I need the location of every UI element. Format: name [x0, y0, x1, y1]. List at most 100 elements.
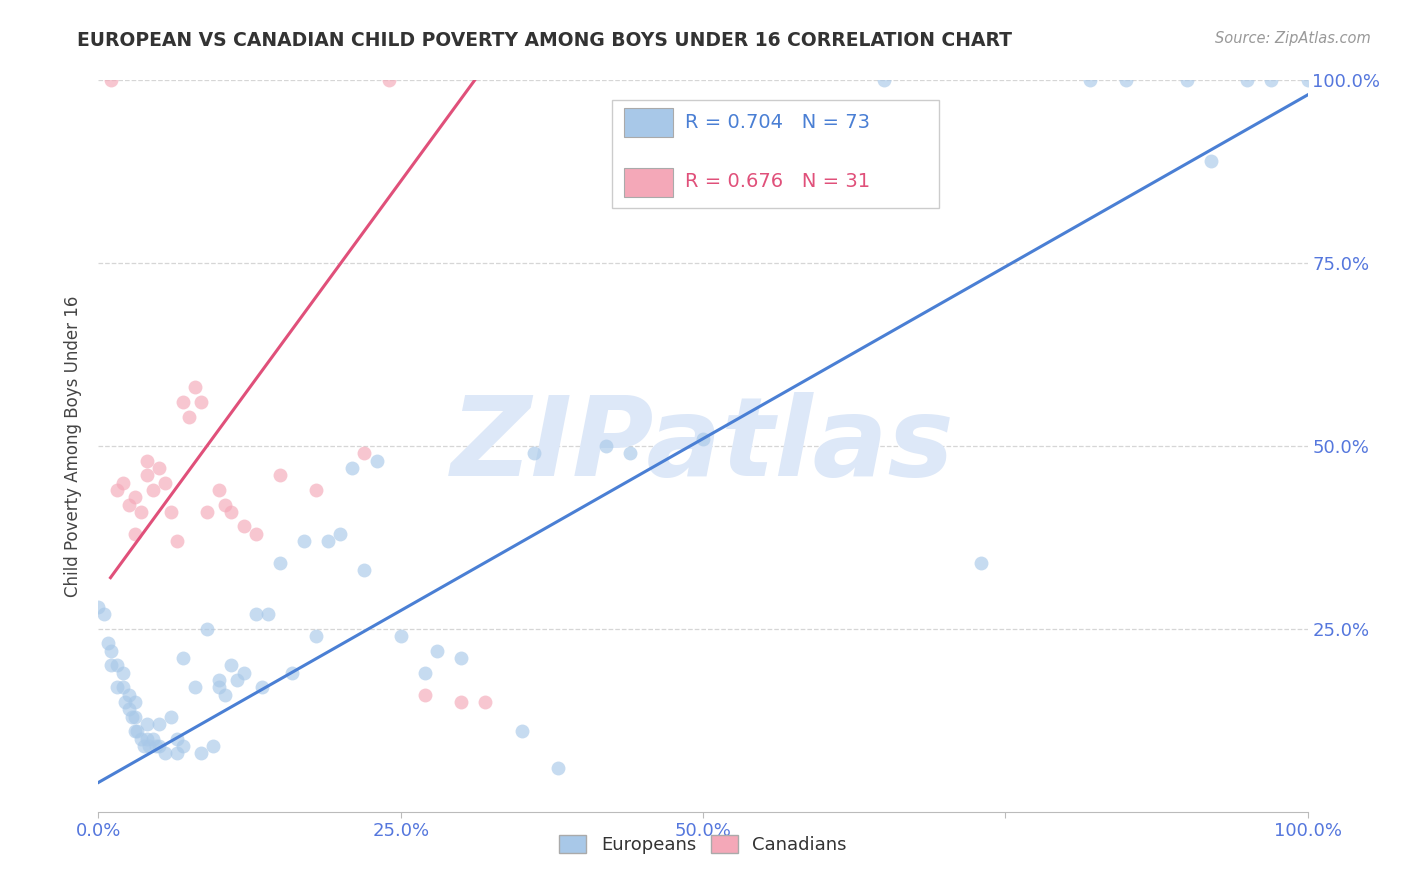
Point: [105, 681, 128, 695]
Point: [160, 505, 183, 519]
Point: [166, 746, 188, 760]
Point: [172, 651, 194, 665]
Point: [256, 607, 278, 622]
Point: [93, 607, 115, 622]
Point: [153, 475, 176, 490]
Point: [232, 519, 254, 533]
Point: [547, 761, 569, 775]
FancyBboxPatch shape: [613, 100, 939, 209]
Point: [124, 526, 146, 541]
Point: [100, 658, 122, 673]
Point: [353, 446, 375, 460]
Point: [305, 483, 328, 497]
Point: [342, 461, 364, 475]
Point: [1236, 73, 1258, 87]
Text: EUROPEAN VS CANADIAN CHILD POVERTY AMONG BOYS UNDER 16 CORRELATION CHART: EUROPEAN VS CANADIAN CHILD POVERTY AMONG…: [77, 31, 1012, 50]
Point: [250, 681, 273, 695]
Point: [474, 695, 496, 709]
Point: [221, 658, 243, 673]
Point: [129, 731, 152, 746]
Point: [100, 73, 122, 87]
Point: [190, 746, 212, 760]
Point: [305, 629, 328, 643]
Point: [138, 739, 160, 753]
Point: [377, 73, 399, 87]
Text: Source: ZipAtlas.com: Source: ZipAtlas.com: [1215, 31, 1371, 46]
Point: [142, 731, 165, 746]
Point: [124, 724, 146, 739]
Point: [172, 739, 194, 753]
Point: [316, 534, 339, 549]
Point: [124, 695, 146, 709]
Point: [970, 556, 993, 570]
Point: [166, 534, 188, 549]
Point: [366, 453, 388, 467]
Point: [100, 644, 122, 658]
Point: [195, 505, 218, 519]
Point: [873, 73, 896, 87]
Text: R = 0.676   N = 31: R = 0.676 N = 31: [685, 171, 870, 191]
Point: [214, 498, 236, 512]
Point: [619, 446, 641, 460]
Point: [135, 453, 157, 467]
Point: [269, 468, 291, 483]
Point: [1199, 153, 1222, 168]
Point: [87, 599, 110, 614]
Point: [1175, 73, 1198, 87]
Text: ZIPatlas: ZIPatlas: [451, 392, 955, 500]
Point: [281, 665, 304, 680]
Point: [111, 665, 134, 680]
Point: [1296, 73, 1319, 87]
Bar: [624, 108, 673, 137]
Point: [1260, 73, 1282, 87]
Point: [135, 717, 157, 731]
Text: R = 0.704   N = 73: R = 0.704 N = 73: [685, 113, 870, 132]
Point: [118, 688, 141, 702]
Point: [184, 380, 207, 394]
Point: [142, 483, 165, 497]
Point: [121, 709, 143, 723]
Point: [353, 563, 375, 577]
Point: [292, 534, 315, 549]
Point: [160, 709, 183, 723]
Point: [135, 468, 157, 483]
Point: [145, 739, 167, 753]
Point: [111, 681, 134, 695]
Point: [450, 651, 472, 665]
Point: [114, 695, 136, 709]
Point: [118, 702, 141, 716]
Point: [232, 665, 254, 680]
Bar: [624, 168, 673, 197]
Point: [105, 658, 128, 673]
Point: [245, 607, 267, 622]
Point: [208, 673, 231, 687]
Point: [97, 636, 120, 650]
Point: [595, 439, 617, 453]
Point: [202, 739, 225, 753]
Point: [245, 526, 267, 541]
Point: [329, 526, 352, 541]
Point: [1115, 73, 1137, 87]
Point: [148, 739, 170, 753]
Point: [153, 746, 176, 760]
Point: [1078, 73, 1101, 87]
Point: [389, 629, 412, 643]
Y-axis label: Child Poverty Among Boys Under 16: Child Poverty Among Boys Under 16: [65, 295, 83, 597]
Point: [124, 490, 146, 504]
Point: [450, 695, 472, 709]
Point: [195, 622, 218, 636]
Point: [166, 731, 188, 746]
Point: [523, 446, 546, 460]
Point: [221, 505, 243, 519]
Point: [134, 739, 156, 753]
Point: [208, 483, 231, 497]
Point: [111, 475, 134, 490]
Point: [413, 688, 436, 702]
Point: [226, 673, 249, 687]
Point: [124, 709, 146, 723]
Point: [413, 665, 436, 680]
Point: [184, 681, 207, 695]
Point: [148, 461, 170, 475]
Point: [118, 498, 141, 512]
Point: [208, 681, 231, 695]
